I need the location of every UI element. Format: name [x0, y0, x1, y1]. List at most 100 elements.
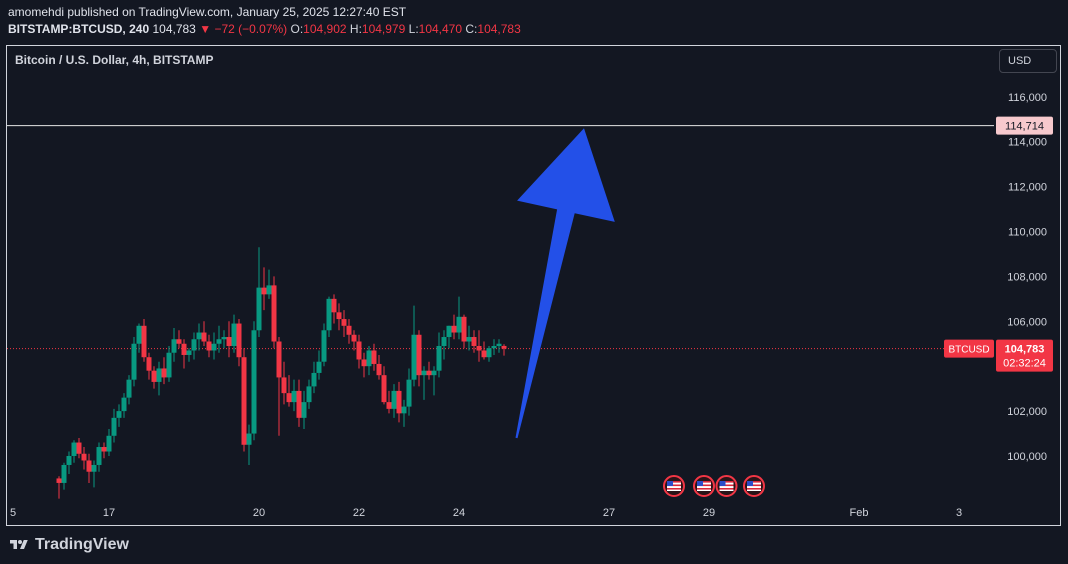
candle-body [466, 337, 472, 342]
candle [276, 337, 282, 436]
candle [466, 325, 472, 351]
currency-button[interactable]: USD [999, 49, 1057, 73]
candle [421, 366, 427, 400]
candle-body [71, 442, 77, 456]
candle [271, 276, 277, 349]
candle-body [76, 442, 82, 454]
current-price-tag-bg [996, 339, 1053, 372]
candle [131, 337, 137, 387]
candle-body [476, 345, 482, 351]
candle-body [176, 339, 182, 344]
chart-frame[interactable] [6, 45, 1061, 526]
down-arrow-icon: ▼ [199, 22, 212, 36]
candle [111, 408, 117, 443]
candle [76, 438, 82, 459]
candle-body [501, 345, 507, 349]
candle-body [96, 447, 102, 465]
candle [86, 453, 92, 483]
target-price-label: 114,714 [1005, 121, 1044, 133]
candle [281, 361, 287, 405]
candle-body [331, 298, 337, 313]
price-change: −72 (−0.07%) [214, 22, 288, 36]
candle [336, 303, 342, 331]
candle-body [241, 357, 247, 445]
flag-stripe [697, 484, 711, 487]
us-flag-icon[interactable] [715, 475, 738, 497]
candle [136, 323, 142, 353]
candle-body [201, 332, 207, 342]
candle-body [336, 312, 342, 320]
candle-body [81, 453, 87, 461]
candle [456, 296, 462, 340]
candle-body [226, 337, 232, 346]
candle [346, 319, 352, 344]
candle [171, 328, 177, 362]
candle [91, 460, 97, 488]
candle [106, 429, 112, 456]
candle [471, 330, 477, 353]
candle [386, 390, 392, 414]
flag-stripe [747, 481, 761, 483]
candle-body [441, 337, 447, 346]
candle-body [231, 323, 237, 346]
candle [176, 330, 182, 349]
candle [381, 366, 387, 405]
candle-body [116, 411, 122, 418]
candle [241, 348, 247, 452]
candle-body [216, 339, 222, 344]
tradingview-logo[interactable]: TradingView [8, 536, 129, 554]
candle [441, 330, 447, 360]
us-flag-icon[interactable] [743, 475, 765, 497]
candle-body [131, 343, 137, 380]
candle [316, 350, 322, 380]
open-value: 104,902 [303, 22, 347, 36]
candle [461, 314, 467, 349]
current-price-tag: 104,783 02:32:24 [996, 339, 1053, 372]
candle-body [381, 375, 387, 403]
candle [66, 451, 72, 474]
candle-body [306, 386, 312, 403]
us-flag-icon[interactable] [663, 475, 685, 497]
candle-body [286, 393, 292, 403]
candle [326, 296, 332, 338]
candle [501, 344, 507, 356]
candle-body [451, 325, 457, 333]
candle [496, 339, 502, 353]
candle-body [151, 370, 157, 382]
candle-body [446, 325, 452, 338]
candle [71, 440, 77, 463]
y-tick-label: 110,000 [1008, 227, 1047, 239]
x-tick-label: Feb [850, 507, 869, 519]
candle [246, 424, 252, 465]
up-arrow-drawing[interactable] [515, 128, 615, 439]
x-tick-label: 29 [703, 507, 715, 519]
symbol-tag-label: BTCUSD [948, 345, 989, 356]
candle [266, 269, 272, 299]
candle-body [56, 478, 62, 483]
candle-body [101, 447, 107, 452]
candle-body [326, 298, 332, 331]
candle-body [191, 339, 197, 351]
flag-canton [719, 481, 726, 486]
candle-body [401, 406, 407, 414]
low-label: L: [408, 22, 419, 36]
candle [161, 357, 167, 385]
candle-body [421, 370, 427, 376]
candle-body [181, 343, 187, 355]
candle-body [396, 390, 402, 414]
x-tick-label: 20 [253, 507, 265, 519]
candle-body [431, 370, 437, 376]
candle-body [126, 379, 132, 398]
us-flag-icon[interactable] [693, 475, 715, 497]
candle [206, 334, 212, 358]
candle [396, 381, 402, 423]
high-label: H: [349, 22, 362, 36]
x-tick-label: 24 [453, 507, 465, 519]
flag-stripe [697, 481, 711, 483]
candle [146, 352, 152, 380]
candle-body [156, 368, 162, 382]
candle [446, 325, 452, 349]
candle-body [471, 337, 477, 346]
y-tick-label: 112,000 [1008, 182, 1047, 194]
